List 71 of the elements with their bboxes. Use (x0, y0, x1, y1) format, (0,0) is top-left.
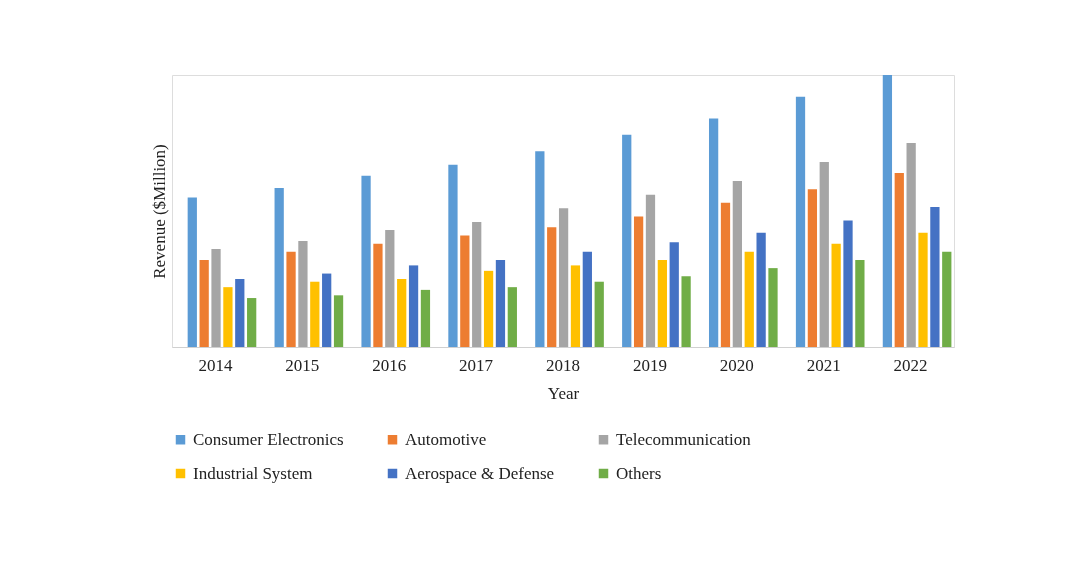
bar (819, 162, 829, 347)
bar (906, 143, 916, 347)
bar (807, 189, 818, 347)
x-tick-label: 2019 (632, 355, 667, 375)
legend-label: Automotive (405, 429, 487, 449)
legend-label: Industrial System (193, 463, 313, 483)
bar (645, 194, 656, 347)
bar (361, 175, 371, 347)
x-tick-label: 2022 (893, 355, 928, 375)
bar (420, 289, 431, 347)
bar (247, 298, 257, 347)
bar (310, 281, 320, 347)
bar (744, 251, 754, 347)
bar (768, 268, 778, 347)
bar (756, 232, 766, 347)
bar (448, 164, 458, 347)
bar (633, 216, 644, 347)
bar (708, 118, 719, 347)
bar (274, 187, 284, 347)
bar (187, 197, 197, 347)
bar (622, 134, 632, 347)
bar (582, 251, 592, 347)
bar (322, 273, 332, 347)
bar (460, 235, 470, 347)
bar (918, 232, 928, 347)
y-axis-title: Revenue ($Million) (149, 144, 169, 279)
bar (397, 279, 407, 347)
bar (472, 221, 482, 347)
bar (720, 202, 731, 347)
bar (594, 281, 604, 347)
bar (223, 287, 233, 347)
bar (547, 227, 557, 347)
bar (942, 251, 952, 347)
x-tick-label: 2017 (459, 355, 494, 375)
legend-label: Telecommunication (616, 429, 752, 449)
legend-label: Aerospace & Defense (405, 463, 555, 483)
bar (333, 295, 344, 347)
bar (930, 206, 940, 347)
bar (408, 265, 419, 347)
x-tick-label: 2014 (198, 355, 233, 375)
bar (373, 243, 383, 347)
bar (558, 208, 569, 347)
bar (199, 259, 209, 347)
bar (669, 242, 679, 347)
x-tick-label: 2018 (546, 355, 580, 375)
bar (535, 151, 545, 347)
x-tick-label: 2021 (806, 355, 841, 375)
bar (855, 259, 865, 347)
bar (882, 75, 893, 347)
bar (286, 251, 296, 347)
x-axis-title: Year (547, 383, 580, 403)
bar (507, 287, 517, 347)
x-tick-label: 2020 (719, 355, 754, 375)
x-tick-label: 2015 (285, 355, 320, 375)
bar (831, 243, 841, 347)
bar (495, 259, 506, 347)
x-tick-label: 2016 (372, 355, 407, 375)
bar (570, 265, 581, 347)
bar (211, 249, 221, 347)
bar (894, 172, 904, 347)
bar (843, 220, 853, 347)
bar (657, 259, 667, 347)
bar (681, 276, 691, 347)
bar (483, 270, 494, 347)
bar (732, 181, 742, 347)
legend-label: Others (616, 463, 662, 483)
bar (235, 279, 245, 347)
legend-label: Consumer Electronics (193, 429, 344, 449)
bar (298, 240, 308, 347)
bar (795, 96, 806, 347)
bar (385, 230, 395, 347)
